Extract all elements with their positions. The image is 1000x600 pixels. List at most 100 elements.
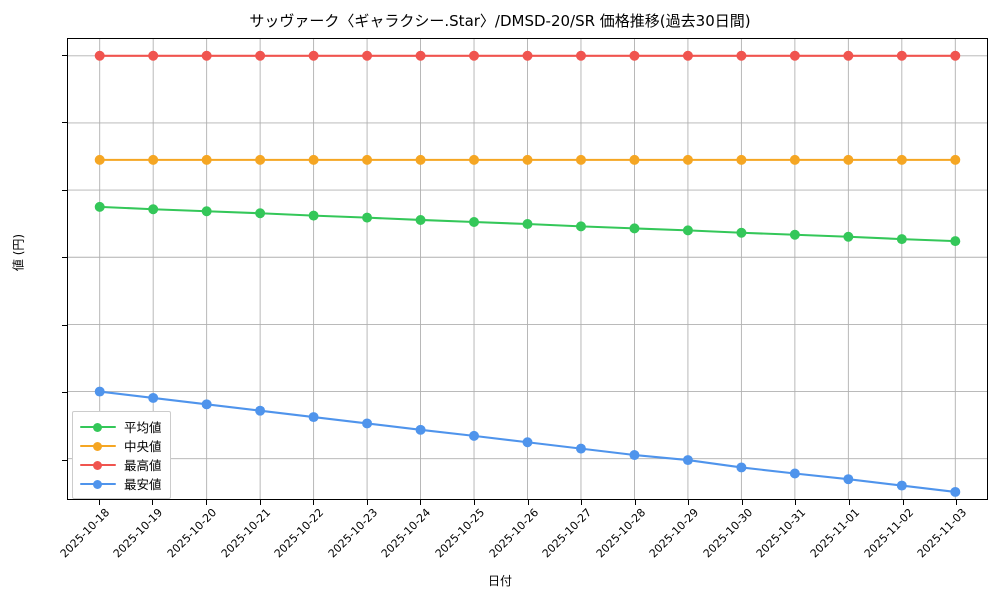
data-point [575,221,586,232]
y-tick-mark [62,324,67,326]
data-point [308,412,319,423]
x-tick-label: 2025-10-18 [57,506,112,561]
data-point [629,50,640,61]
x-tick-label: 2025-11-03 [915,506,970,561]
data-point [575,154,586,165]
legend-marker-icon [80,420,116,434]
data-point [682,455,693,466]
x-tick-mark [366,500,368,505]
x-tick-label: 2025-10-19 [111,506,166,561]
data-point [896,154,907,165]
data-point [575,443,586,454]
data-point [201,399,212,410]
data-point [362,154,373,165]
x-tick-mark [688,500,690,505]
data-point [629,450,640,460]
data-point [255,208,266,219]
x-tick-label: 2025-10-23 [325,506,380,561]
data-point [469,50,480,61]
data-point [843,50,854,61]
data-point [148,392,159,403]
data-point [896,234,907,245]
x-tick-label: 2025-11-02 [861,506,916,561]
data-point [469,217,480,227]
data-point [255,50,266,61]
x-tick-label: 2025-10-22 [271,506,327,561]
legend-label: 平均値 [124,420,162,435]
data-point [575,50,586,61]
data-point [896,50,907,61]
data-point [522,437,533,448]
x-tick-label: 2025-10-25 [432,506,488,561]
y-tick-mark [62,189,67,191]
x-tick-mark [956,500,958,505]
data-point [362,212,373,223]
series-1 [94,201,961,247]
data-point [522,154,533,165]
legend-item-1[interactable]: 平均値 [80,417,162,436]
x-tick-label: 2025-10-31 [754,506,809,561]
data-point [308,210,319,221]
data-point [789,50,800,61]
x-tick-label: 2025-10-26 [486,506,541,561]
legend-marker-icon [80,439,116,453]
legend-marker-icon [80,458,116,472]
data-point [94,154,105,165]
data-point [94,386,105,397]
data-point [843,474,854,485]
x-tick-mark [259,500,261,505]
series-3 [94,50,961,61]
x-tick-label: 2025-10-21 [218,506,273,561]
x-tick-mark [205,500,207,505]
chart-legend: 平均値中央値最高値最安値 [72,411,171,499]
x-tick-mark [473,500,475,505]
series-2 [94,154,961,165]
data-point [415,424,426,435]
data-point [201,50,212,61]
x-tick-mark [795,500,797,505]
data-point [255,154,266,165]
data-point [469,430,480,441]
y-axis-label: 値 (円) [11,233,26,272]
x-tick-mark [98,500,100,505]
x-tick-label: 2025-10-24 [379,506,434,561]
x-tick-mark [420,500,422,505]
legend-label: 最高値 [124,458,162,473]
data-point [843,154,854,165]
data-point [682,225,693,236]
x-tick-label: 2025-10-27 [539,506,595,561]
legend-item-3[interactable]: 最高値 [80,455,162,474]
data-point [94,50,105,61]
data-point [629,154,640,165]
data-point [789,154,800,165]
x-tick-mark [152,500,154,505]
data-point [789,229,800,240]
y-tick-mark [62,459,67,461]
legend-item-2[interactable]: 中央値 [80,436,162,455]
y-tick-mark [62,257,67,259]
series-4 [94,386,961,497]
legend-label: 中央値 [124,439,162,454]
x-tick-label: 2025-10-30 [700,506,756,561]
data-point [682,50,693,61]
data-point [308,154,319,165]
data-point [682,154,693,165]
data-point [415,214,426,225]
data-point [522,50,533,61]
legend-marker-icon [80,477,116,491]
data-point [308,50,319,61]
gridlines [68,39,987,499]
legend-label: 最安値 [124,477,162,492]
x-tick-mark [849,500,851,505]
data-point [736,462,747,473]
x-tick-mark [741,500,743,505]
data-point [736,50,747,61]
x-tick-mark [313,500,315,505]
y-tick-mark [62,54,67,56]
legend-item-4[interactable]: 最安値 [80,474,162,493]
x-tick-mark [634,500,636,505]
data-point [415,154,426,165]
data-point [736,154,747,165]
data-point [469,154,480,165]
x-tick-label: 2025-10-20 [164,506,220,561]
